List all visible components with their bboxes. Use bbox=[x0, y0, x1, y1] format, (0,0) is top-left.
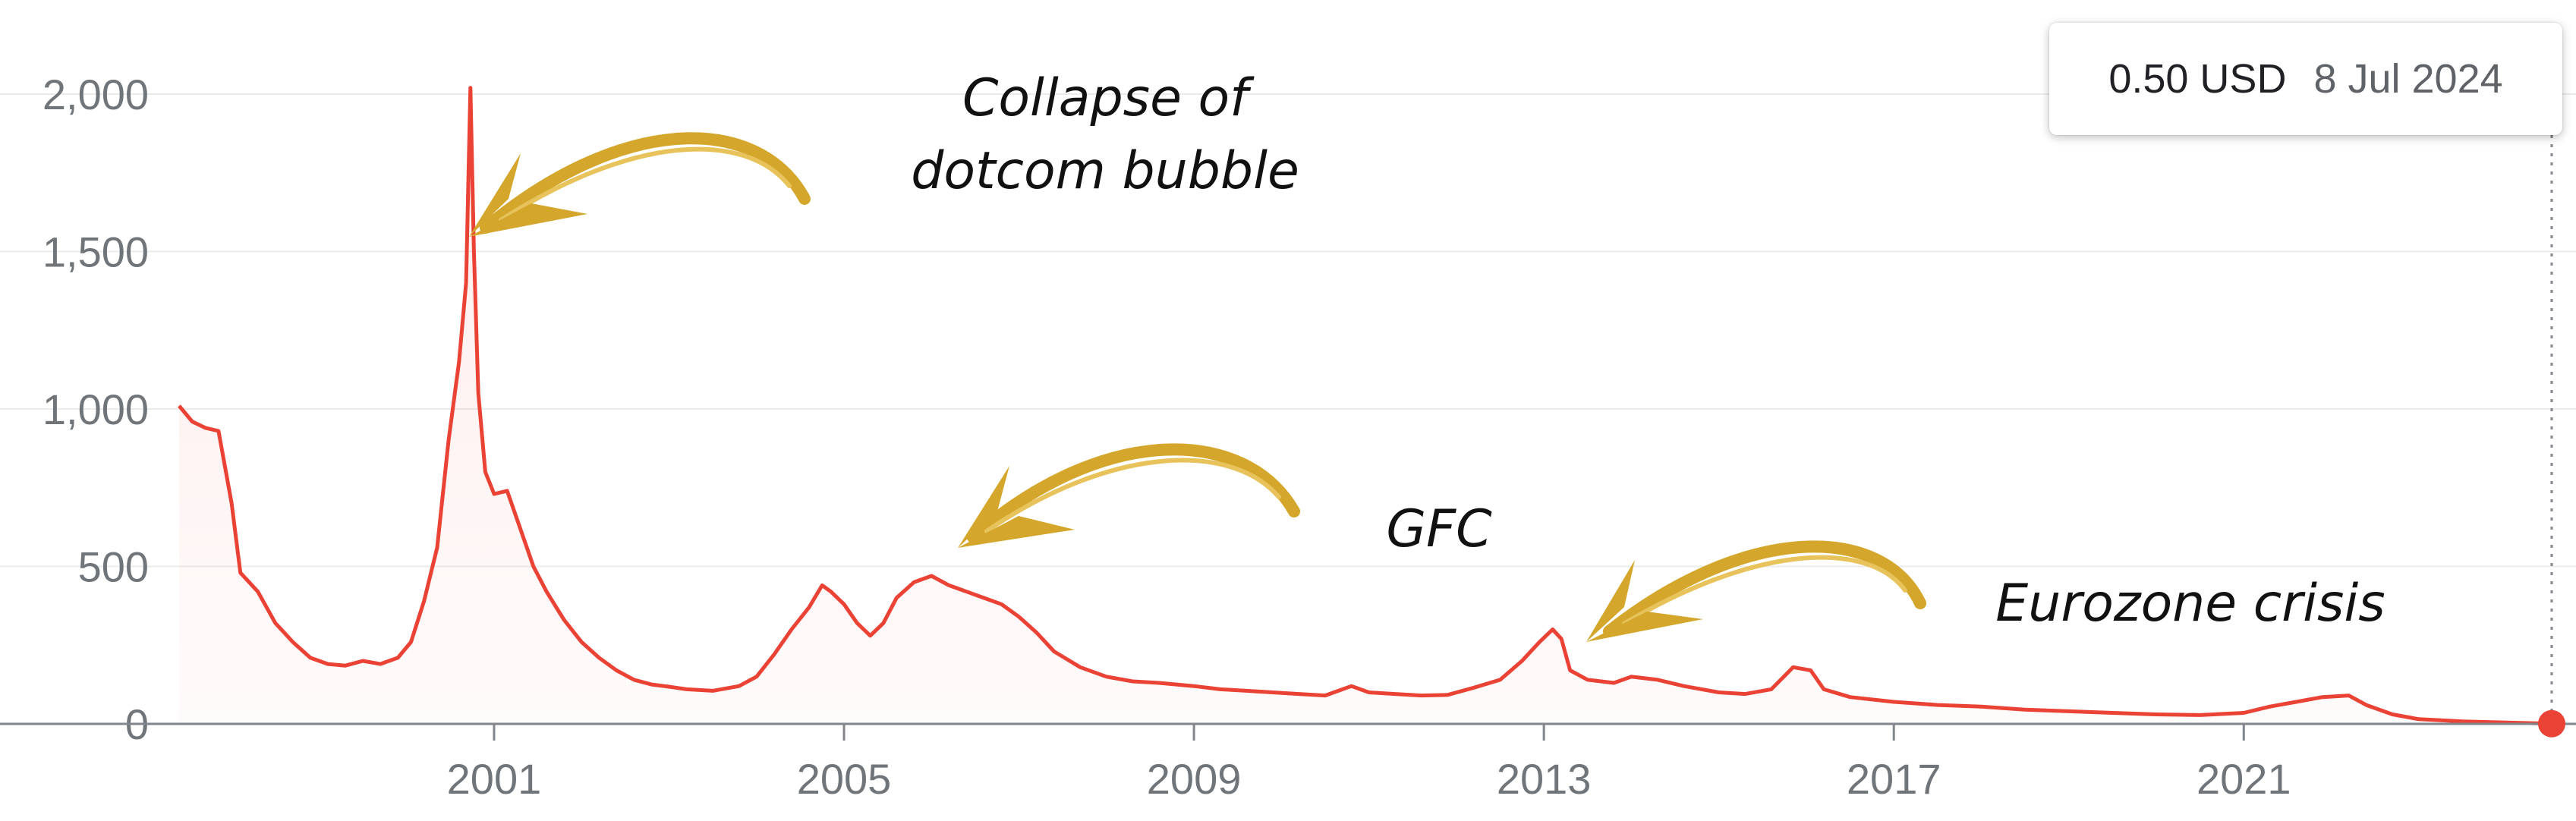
arrow-gfc bbox=[958, 443, 1300, 548]
arrow-eurozone bbox=[1586, 540, 1926, 642]
annotation-dotcom: Collapse of bbox=[962, 68, 1255, 128]
price-line[interactable] bbox=[178, 86, 2552, 726]
y-tick-label: 2,000 bbox=[43, 71, 149, 118]
annotation-eurozone: Eurozone crisis bbox=[1995, 574, 2385, 634]
hover-cursor-dot[interactable] bbox=[2538, 709, 2565, 738]
y-tick-label: 500 bbox=[78, 543, 149, 591]
annotation-dotcom: dotcom bubble bbox=[911, 141, 1299, 201]
tooltip-value: 0.50 USD bbox=[2108, 56, 2287, 102]
x-tick-label: 2021 bbox=[2197, 755, 2291, 803]
annotations: Collapse of dotcom bubble GFC Eurozone cris… bbox=[911, 68, 2385, 634]
x-axis-ticks: 2001 2005 2009 2013 2017 2021 bbox=[447, 724, 2291, 803]
tooltip-date: 8 Jul 2024 bbox=[2313, 56, 2503, 102]
x-tick-label: 2013 bbox=[1497, 755, 1592, 803]
price-area-fill bbox=[179, 87, 2552, 724]
arrow-dotcom bbox=[469, 132, 811, 237]
price-tooltip: 0.50 USD 8 Jul 2024 bbox=[2049, 23, 2562, 135]
x-tick-label: 2017 bbox=[1847, 755, 1941, 803]
x-tick-label: 2005 bbox=[797, 755, 892, 803]
y-tick-label: 1,000 bbox=[43, 385, 149, 433]
annotation-gfc: GFC bbox=[1386, 499, 1492, 559]
x-tick-label: 2001 bbox=[447, 755, 542, 803]
y-tick-label: 1,500 bbox=[43, 228, 149, 276]
x-tick-label: 2009 bbox=[1147, 755, 1242, 803]
